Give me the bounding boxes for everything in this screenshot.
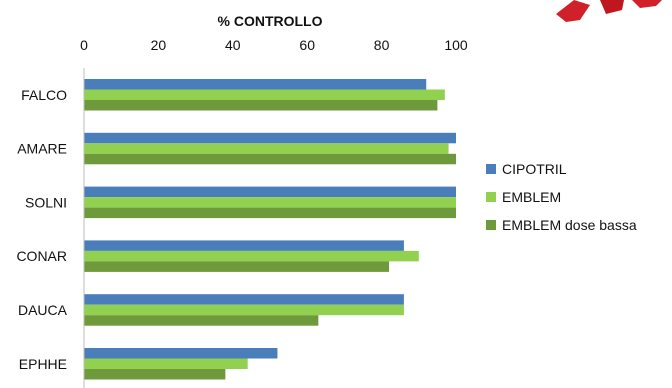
- x-tick-label: 0: [80, 37, 88, 53]
- category-label: EPHHE: [19, 356, 67, 372]
- category-label: AMARE: [17, 141, 67, 157]
- bar-conar-1: [84, 240, 404, 251]
- bar-conar-2: [84, 250, 419, 262]
- bar-conar-3: [84, 261, 390, 272]
- bar-amare-3: [84, 153, 456, 165]
- bar-ephhe-3: [84, 369, 226, 380]
- legend-label: CIPOTRIL: [502, 161, 567, 177]
- chart-title: % CONTROLLO: [218, 13, 323, 29]
- legend-swatch: [486, 192, 496, 202]
- legend: CIPOTRIL EMBLEM EMBLEM dose bassa: [486, 161, 637, 233]
- bars: [84, 79, 456, 380]
- x-tick-label: 80: [374, 37, 390, 53]
- bar-falco-3: [84, 100, 438, 111]
- bar-ephhe-1: [84, 348, 278, 359]
- x-tick-label: 60: [299, 37, 315, 53]
- x-tick-label: 20: [151, 37, 167, 53]
- legend-swatch: [486, 220, 496, 230]
- bar-solni-2: [84, 197, 456, 208]
- bar-solni-3: [84, 207, 456, 219]
- bar-falco-1: [84, 79, 427, 90]
- legend-label: EMBLEM: [502, 189, 561, 205]
- bar-amare-1: [84, 132, 456, 144]
- bar-falco-2: [84, 89, 445, 100]
- bar-dauca-1: [84, 294, 404, 305]
- legend-swatch: [486, 164, 496, 174]
- corner-logo: [556, 0, 662, 22]
- bar-dauca-2: [84, 304, 404, 316]
- x-tick-label: 100: [444, 37, 468, 53]
- bar-dauca-3: [84, 315, 319, 326]
- category-label: FALCO: [21, 87, 67, 103]
- x-tick-label: 40: [225, 37, 241, 53]
- category-label: DAUCA: [18, 302, 68, 318]
- category-label: SOLNI: [25, 194, 67, 210]
- bar-amare-2: [84, 143, 449, 154]
- bar-solni-1: [84, 186, 456, 198]
- legend-label: EMBLEM dose bassa: [502, 217, 637, 233]
- bar-ephhe-2: [84, 358, 248, 369]
- category-label: CONAR: [16, 248, 67, 264]
- x-axis-ticks: 0 20 40 60 80 100: [80, 37, 468, 53]
- category-labels: FALCO AMARE SOLNI CONAR DAUCA EPHHE: [16, 87, 67, 372]
